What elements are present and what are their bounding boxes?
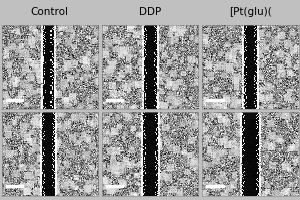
Text: DDP: DDP	[139, 7, 161, 17]
Bar	[206, 99, 224, 101]
Bar	[106, 185, 123, 187]
Text: Control: Control	[31, 7, 69, 17]
Text: [Pt(glu)(: [Pt(glu)(	[229, 7, 272, 17]
Bar	[6, 99, 23, 101]
Bar	[6, 185, 23, 187]
Bar	[106, 99, 123, 101]
Bar	[206, 185, 224, 187]
